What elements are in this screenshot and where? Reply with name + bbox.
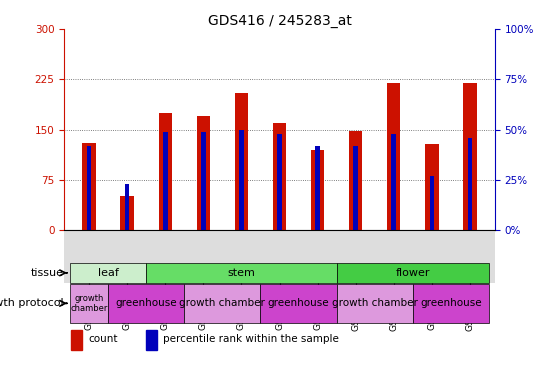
- Bar: [71, 330, 82, 350]
- Bar: [197, 116, 210, 230]
- Bar: [159, 113, 172, 230]
- Text: greenhouse: greenhouse: [115, 298, 177, 308]
- Bar: [108, 284, 184, 323]
- Text: count: count: [88, 335, 117, 344]
- Bar: [413, 284, 489, 323]
- Text: greenhouse: greenhouse: [420, 298, 482, 308]
- Bar: [387, 83, 400, 230]
- Text: leaf: leaf: [98, 268, 119, 278]
- Bar: [184, 284, 260, 323]
- Bar: [468, 138, 472, 230]
- Bar: [277, 134, 282, 230]
- Bar: [315, 146, 320, 230]
- Bar: [125, 184, 130, 230]
- Bar: [391, 134, 396, 230]
- Text: greenhouse: greenhouse: [268, 298, 329, 308]
- Bar: [463, 83, 477, 230]
- Bar: [87, 146, 91, 230]
- Bar: [70, 263, 146, 283]
- Bar: [70, 284, 108, 323]
- Text: stem: stem: [228, 268, 255, 278]
- Bar: [311, 150, 324, 230]
- Text: flower: flower: [396, 268, 430, 278]
- Text: growth protocol: growth protocol: [0, 298, 64, 308]
- Bar: [260, 284, 337, 323]
- Title: GDS416 / 245283_at: GDS416 / 245283_at: [207, 14, 352, 28]
- Bar: [337, 284, 413, 323]
- Bar: [121, 196, 134, 230]
- Bar: [82, 143, 96, 230]
- Bar: [429, 176, 434, 230]
- Bar: [273, 123, 286, 230]
- Bar: [239, 130, 244, 230]
- Bar: [146, 330, 157, 350]
- Bar: [235, 93, 248, 230]
- Text: growth chamber: growth chamber: [179, 298, 266, 308]
- Bar: [349, 131, 362, 230]
- Text: tissue: tissue: [31, 268, 64, 278]
- Bar: [146, 263, 337, 283]
- Bar: [163, 131, 168, 230]
- Text: growth chamber: growth chamber: [332, 298, 418, 308]
- Bar: [425, 144, 438, 230]
- Text: percentile rank within the sample: percentile rank within the sample: [163, 335, 339, 344]
- Bar: [201, 131, 206, 230]
- Bar: [337, 263, 489, 283]
- Text: growth
chamber: growth chamber: [70, 294, 108, 313]
- Bar: [353, 146, 358, 230]
